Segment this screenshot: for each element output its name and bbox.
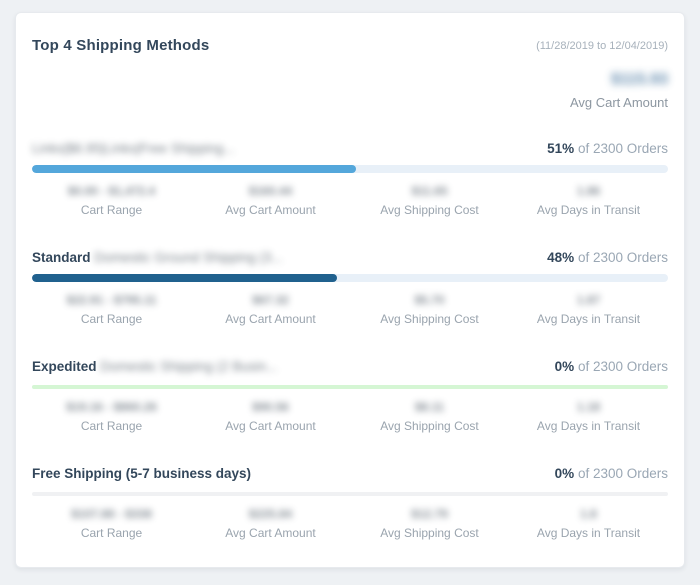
stat-value: $107.88 - $338 (71, 507, 152, 521)
stat-label: Avg Shipping Cost (380, 419, 479, 433)
orders-percent: 0% of 2300 Orders (555, 359, 668, 374)
stat-label: Avg Days in Transit (536, 419, 641, 433)
stat-value: $160.44 (248, 184, 293, 198)
progress-bar-fill (32, 274, 338, 282)
percent-value: 0% (554, 359, 575, 374)
stat-value: $19.16 - $860.26 (66, 400, 157, 414)
stat-avg-cart-amount: $90.56 Avg Cart Amount (191, 400, 350, 433)
progress-bar (32, 274, 668, 282)
stat-value: 1.86 (576, 184, 601, 198)
orders-percent: 51% of 2300 Orders (547, 141, 668, 156)
stat-cart-range: $0.00 - $1,472.4 Cart Range (32, 184, 191, 217)
stat-avg-days-in-transit: 1.18 Avg Days in Transit (509, 400, 668, 433)
stat-value: $22.91 - $795.11 (66, 293, 157, 307)
shipping-method-row: Expedited Domestic Shipping (2 Busin... … (32, 359, 668, 433)
percent-of-label: of 2300 Orders (574, 466, 668, 481)
stat-avg-days-in-transit: 1.86 Avg Days in Transit (509, 184, 668, 217)
stat-label: Avg Shipping Cost (380, 526, 479, 540)
orders-percent: 48% of 2300 Orders (547, 250, 668, 265)
shipping-method-name-text: Free Shipping (5-7 business days) (32, 466, 252, 481)
shipping-methods-card: Top 4 Shipping Methods (11/28/2019 to 12… (15, 12, 685, 568)
stat-value: $90.56 (252, 400, 289, 414)
orders-percent: 0% of 2300 Orders (555, 466, 668, 481)
stat-value: $11.65 (411, 184, 448, 198)
shipping-method-name-blurred: Domestic Ground Shipping (3... (94, 250, 283, 265)
stat-value: $67.32 (252, 293, 289, 307)
stat-label: Avg Cart Amount (225, 419, 316, 433)
stats-row: $0.00 - $1,472.4 Cart Range $160.44 Avg … (32, 184, 668, 217)
shipping-method-row: Free Shipping (5-7 business days) 0% of … (32, 466, 668, 540)
stat-label: Avg Shipping Cost (380, 312, 479, 326)
stat-avg-shipping-cost: $11.65 Avg Shipping Cost (350, 184, 509, 217)
shipping-method-name: Free Shipping (5-7 business days) (32, 466, 251, 481)
stat-label: Avg Days in Transit (536, 526, 641, 540)
stat-avg-days-in-transit: 1.8 Avg Days in Transit (509, 507, 668, 540)
stat-value: $12.79 (411, 507, 448, 521)
stat-value: 1.8 (580, 507, 597, 521)
percent-of-label: of 2300 Orders (574, 141, 668, 156)
stat-value: $0.00 - $1,472.4 (67, 184, 156, 198)
stat-value: 1.18 (576, 400, 601, 414)
stat-label: Cart Range (80, 312, 143, 326)
stat-value: $5.70 (414, 293, 445, 307)
percent-value: 48% (547, 250, 575, 265)
stat-avg-days-in-transit: 1.87 Avg Days in Transit (509, 293, 668, 326)
percent-of-label: of 2300 Orders (574, 359, 668, 374)
shipping-method-name-blurred: Domestic Shipping (2 Busin... (100, 359, 278, 374)
percent-value: 51% (547, 141, 575, 156)
shipping-method-name: Expedited Domestic Shipping (2 Busin... (32, 359, 277, 374)
stat-label: Cart Range (80, 526, 143, 540)
shipping-method-rows: Links|$6.95|Links|Free Shipping... 51% o… (32, 141, 668, 540)
stat-label: Avg Cart Amount (225, 203, 316, 217)
progress-bar (32, 165, 668, 173)
stat-label: Avg Cart Amount (225, 312, 316, 326)
avg-cart-summary: $115.93 Avg Cart Amount (32, 71, 668, 110)
avg-cart-summary-value: $115.93 (611, 71, 668, 88)
shipping-method-name: Links|$6.95|Links|Free Shipping... (32, 141, 235, 156)
date-range: (11/28/2019 to 12/04/2019) (536, 40, 668, 52)
stat-label: Avg Days in Transit (536, 312, 641, 326)
stat-label: Cart Range (80, 203, 143, 217)
shipping-method-name-blurred: Links|$6.95|Links|Free Shipping... (32, 141, 235, 156)
stat-label: Avg Cart Amount (225, 526, 316, 540)
stat-avg-shipping-cost: $8.11 Avg Shipping Cost (350, 400, 509, 433)
percent-of-label: of 2300 Orders (574, 250, 668, 265)
stats-row: $107.88 - $338 Cart Range $225.84 Avg Ca… (32, 507, 668, 540)
page-title: Top 4 Shipping Methods (32, 37, 210, 54)
card-header: Top 4 Shipping Methods (11/28/2019 to 12… (32, 37, 668, 54)
stat-value: $8.11 (414, 400, 445, 414)
progress-bar (32, 385, 668, 389)
stat-value: $225.84 (248, 507, 293, 521)
progress-bar (32, 492, 668, 496)
stat-label: Avg Shipping Cost (380, 203, 479, 217)
progress-bar-fill (32, 165, 357, 173)
stat-avg-cart-amount: $225.84 Avg Cart Amount (191, 507, 350, 540)
stat-cart-range: $22.91 - $795.11 Cart Range (32, 293, 191, 326)
stat-label: Avg Days in Transit (536, 203, 641, 217)
stats-row: $19.16 - $860.26 Cart Range $90.56 Avg C… (32, 400, 668, 433)
percent-value: 0% (554, 466, 575, 481)
stat-value: 1.87 (576, 293, 601, 307)
stats-row: $22.91 - $795.11 Cart Range $67.32 Avg C… (32, 293, 668, 326)
stat-avg-shipping-cost: $12.79 Avg Shipping Cost (350, 507, 509, 540)
stat-avg-shipping-cost: $5.70 Avg Shipping Cost (350, 293, 509, 326)
stat-label: Cart Range (80, 419, 143, 433)
shipping-method-name-text: Expedited (32, 359, 101, 374)
shipping-method-row: Standard Domestic Ground Shipping (3... … (32, 250, 668, 326)
shipping-method-name: Standard Domestic Ground Shipping (3... (32, 250, 283, 265)
shipping-method-name-text: Standard (32, 250, 95, 265)
stat-cart-range: $19.16 - $860.26 Cart Range (32, 400, 191, 433)
stat-avg-cart-amount: $67.32 Avg Cart Amount (191, 293, 350, 326)
stat-avg-cart-amount: $160.44 Avg Cart Amount (191, 184, 350, 217)
avg-cart-summary-label: Avg Cart Amount (569, 95, 668, 110)
shipping-method-row: Links|$6.95|Links|Free Shipping... 51% o… (32, 141, 668, 217)
stat-cart-range: $107.88 - $338 Cart Range (32, 507, 191, 540)
